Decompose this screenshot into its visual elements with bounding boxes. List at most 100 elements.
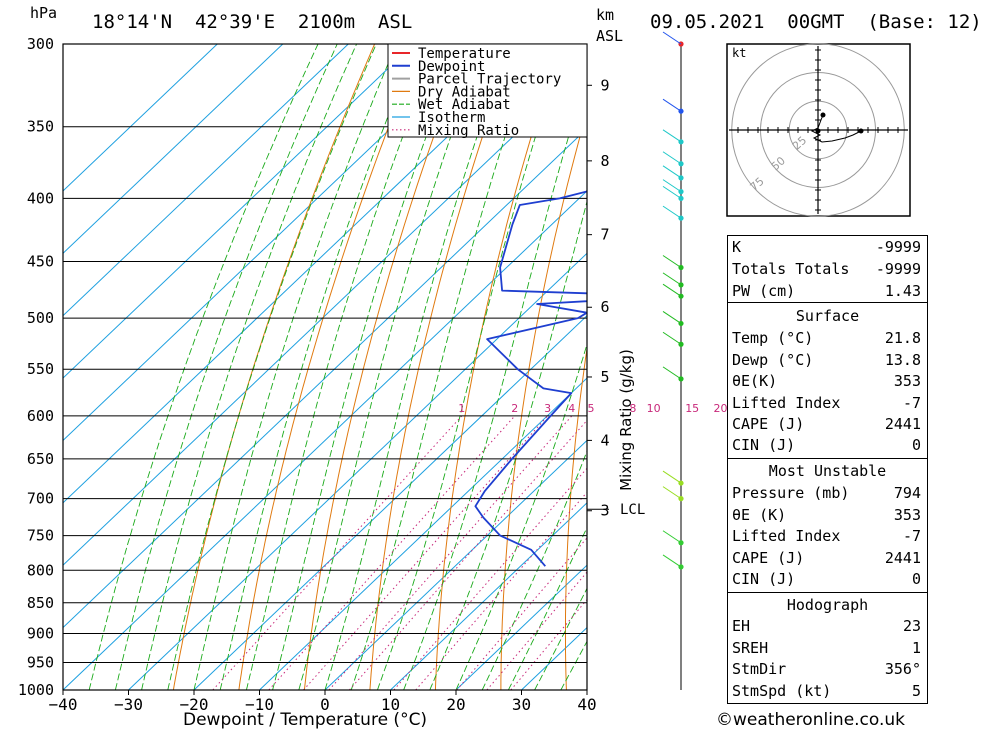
pressure-tick-label: 650 [27,450,54,468]
hodograph-unit-label: kt [732,46,746,60]
mixing-ratio-label: 2 [511,402,518,415]
footer-credit[interactable]: ©weatheronline.co.uk [716,710,906,730]
most-unstable-title: Most Unstable [768,462,887,480]
surface-table: Surface Temp (°C) 21.8 Dewp (°C) 13.8 θE(K… [727,302,928,459]
hodograph-point [858,128,864,134]
mixing-ratio-label: 1 [458,402,465,415]
index-row: PW (cm) 1.43 [732,282,921,300]
hodograph-row: StmSpd (kt) 5 [732,682,921,700]
pressure-tick-label: 750 [27,527,54,545]
most-unstable-row: CIN (J) 0 [732,570,921,588]
x-tick-label: −40 [49,695,78,714]
isotherm-line [63,44,480,442]
hodograph-title: Hodograph [786,596,869,614]
pressure-tick-label: 900 [27,624,54,642]
isotherm-line [324,439,587,690]
hodograph-row: StmDir 356° [732,660,921,678]
x-tick-label: 30 [512,695,531,714]
x-tick-label: −20 [180,695,209,714]
isotherm-line [63,65,587,566]
dry-adiabat-line [238,44,422,690]
location-title: 18°14'N 42°39'E 2100m ASL [92,11,413,33]
datetime-title: 09.05.2021 00GMT (Base: 12) [650,11,982,33]
pressure-tick-label: 850 [27,594,54,612]
mixing-ratio-line [268,415,516,690]
pressure-tick-label: 500 [27,309,54,327]
wet-adiabat-line [272,44,462,690]
mixing-ratio-label: 20 [714,402,728,415]
isotherm-line [63,44,218,192]
wet-adiabat-line [298,44,485,690]
pressure-tick-label: 600 [27,407,54,425]
mixing-ratio-line [303,415,548,690]
wind-barb [662,283,682,297]
wind-barb [662,554,682,568]
isotherm-line [63,44,415,379]
wet-adiabat-line [534,587,587,690]
isotherm-line [259,377,587,690]
most-unstable-table: Most Unstable Pressure (mb) 794 θE (K) 353… [727,458,928,593]
height-tick-label: 3 [600,502,609,520]
legend-entry: Dry Adiabat [418,84,511,100]
wet-adiabat-line [141,44,358,690]
wind-barb [662,331,682,345]
x-tick-label: 40 [577,695,596,714]
pressure-tick-label: 350 [27,118,54,136]
wet-adiabat-line [219,44,418,690]
wet-adiabat-line [245,44,439,690]
height-tick-label: 8 [600,152,609,170]
wind-barb [662,129,682,143]
surface-row: θE(K) 353 [732,372,921,390]
wind-barb [662,366,682,380]
pressure-tick-label: 550 [27,360,54,378]
mixing-ratio-axis-title: Mixing Ratio (g/kg) [617,349,635,491]
mixing-ratio-label: 8 [629,402,636,415]
dry-adiabat-line [967,44,1000,690]
isobar-lines [63,43,587,691]
pressure-tick-label: 800 [27,561,54,579]
wind-barb [662,486,682,500]
legend-entry: Temperature [418,46,511,62]
mixing-ratio-label: 4 [568,402,575,415]
x-tick-label: −30 [114,695,143,714]
mixing-ratio-line [328,415,573,690]
isotherm-line [63,44,546,504]
isotherm-line [128,252,587,690]
height-tick-label: 6 [600,298,609,316]
most-unstable-row: CAPE (J) 2441 [732,549,921,567]
wet-adiabat-line [376,44,566,690]
wet-adiabat-line [167,44,377,690]
dry-adiabat-line [500,109,587,690]
wet-adiabat-line [455,342,587,690]
wind-barb [662,255,682,268]
pressure-tick-label: 400 [27,189,54,207]
hodograph-row: EH 23 [732,617,921,635]
hodograph-row: SREH 1 [732,639,921,657]
wind-barb [662,165,682,179]
isotherm-line [390,502,587,690]
height-tick-label: 4 [600,431,609,449]
mixing-ratio-label: 10 [647,402,661,415]
hpa-unit-label: hPa [30,4,58,22]
surface-row: Temp (°C) 21.8 [732,329,921,347]
surface-row: CAPE (J) 2441 [732,415,921,433]
surface-row: Lifted Index -7 [732,394,921,412]
x-tick-label: 10 [381,695,400,714]
wet-adiabat-line [507,526,587,690]
wet-adiabat-line [88,44,319,690]
mixing-ratio-label: 5 [588,402,595,415]
isotherm-line [63,190,587,690]
mixing-ratio-line [456,537,587,690]
indices-table: K -9999 Totals Totals -9999 PW (cm) 1.43 [727,235,928,303]
legend-entry: Isotherm [418,110,485,126]
pressure-tick-label: 700 [27,490,54,508]
isotherm-line [63,44,284,255]
wet-adiabat-line [114,44,338,690]
wind-barb [662,98,682,112]
profile-line [474,190,587,567]
mixing-ratio-labels: 12345810152025 [458,402,750,415]
mixing-ratio-line [486,571,587,690]
wind-barb [662,530,682,544]
